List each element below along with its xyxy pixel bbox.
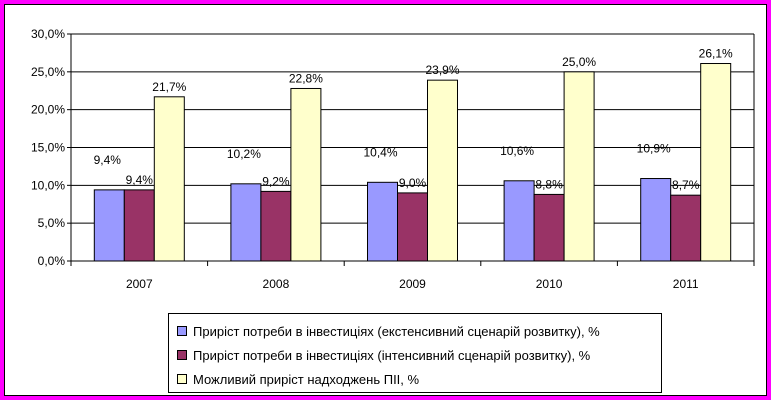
data-label: 8,7% [672,178,700,192]
x-tick-label: 2007 [126,277,153,291]
data-label: 10,2% [227,147,261,161]
data-label: 22,8% [289,71,323,85]
data-label: 9,4% [94,153,122,167]
y-tick-label: 0,0% [38,254,66,268]
y-tick-label: 10,0% [31,178,65,192]
bar-2011-series-1 [640,178,672,262]
y-tick-label: 15,0% [31,141,65,155]
legend-swatch [177,350,187,360]
legend-label: Приріст потреби в інвестиціях (інтенсивн… [193,347,591,363]
bar-2007-series-3 [153,96,185,262]
legend-item-extensive: Приріст потреби в інвестиціях (екстенсив… [177,319,661,343]
bar-2008-series-3 [290,87,322,262]
data-label: 10,9% [637,142,671,156]
data-label: 9,0% [399,176,427,190]
legend-swatch [177,374,187,384]
legend-item-fdi: Можливий приріст надходжень ПІІ, % [177,367,661,391]
y-tick-labels: 0,0% 5,0% 10,0% 15,0% 20,0% 25,0% 30,0% [31,27,65,268]
legend: Приріст потреби в інвестиціях (екстенсив… [168,313,662,393]
y-tick-label: 25,0% [31,65,65,79]
data-label: 23,9% [425,63,459,77]
legend-item-intensive: Приріст потреби в інвестиціях (інтенсивн… [177,343,661,367]
x-tick-labels: 2007 2008 2009 2010 2011 [126,277,699,291]
data-label: 25,0% [562,55,596,69]
gridlines [71,33,754,224]
bar-2010-series-3 [563,71,595,262]
data-label: 10,6% [500,144,534,158]
y-tick-label: 30,0% [31,27,65,41]
bar-2009-series-2 [397,192,428,262]
bar-2011-series-3 [700,63,732,262]
legend-swatch [177,326,187,336]
bar-2008-series-2 [260,190,292,262]
x-tick-label: 2009 [399,277,426,291]
data-label: 26,1% [699,47,733,61]
bar-2010-series-1 [503,180,535,262]
data-labels: 9,4% 9,4% 21,7% 10,2%9,2% 22,8% 10,4% 9,0% 23,9… [94,47,733,193]
x-tick-label: 2008 [263,277,290,291]
data-label: 9,4% [126,173,154,187]
data-label: 9,2% [262,174,290,188]
x-tick-label: 2011 [673,277,699,291]
bars [93,63,732,262]
axes [67,33,755,266]
bar-2009-series-1 [367,181,398,262]
bar-2009-series-3 [427,79,458,262]
y-tick-label: 20,0% [31,103,65,117]
x-tick-label: 2010 [536,277,563,291]
data-label: 10,4% [363,145,397,159]
bar-chart: 0,0%5,0%10,0%15,0%20,0%25,0%30,0% 2007 20… [31,27,755,291]
legend-label: Приріст потреби в інвестиціях (екстенсив… [193,323,600,339]
bar-2010-series-2 [533,193,565,262]
chart-frame: 0,0% 5,0% 10,0% 15,0% 20,0% 25,0% 30,0% 2007 20… [4,4,767,396]
bar-2008-series-1 [230,183,262,262]
bar-2007-series-1 [93,189,125,262]
data-label: 21,7% [152,80,186,94]
bar-2011-series-2 [670,194,702,262]
data-label: 8,8% [535,177,563,191]
y-tick-label: 5,0% [38,216,66,230]
legend-label: Можливий приріст надходжень ПІІ, % [193,371,420,387]
bar-2007-series-2 [123,189,155,262]
